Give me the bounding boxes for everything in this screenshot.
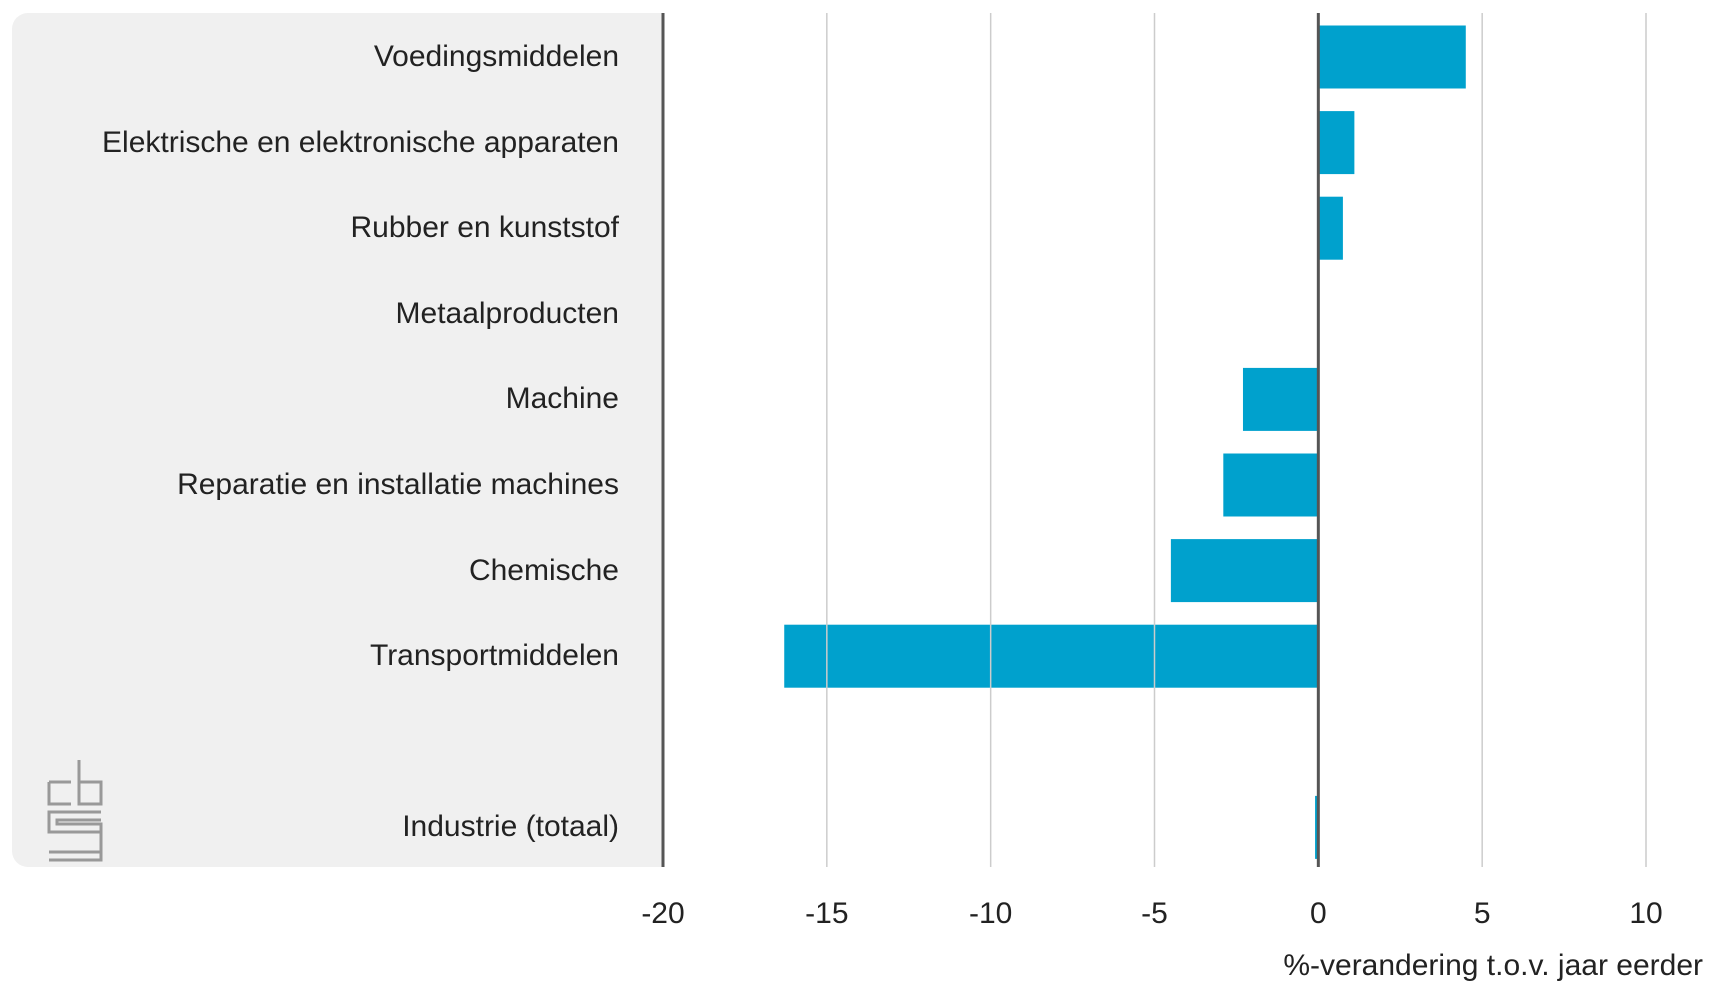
logo <box>47 760 103 862</box>
category-label: Machine <box>505 382 619 416</box>
bar <box>1318 111 1355 175</box>
x-tick-label: -5 <box>1141 897 1168 930</box>
category-label: Industrie (totaal) <box>402 810 619 844</box>
x-tick-label: -10 <box>969 897 1012 930</box>
bar <box>1242 367 1319 431</box>
bar <box>1318 196 1343 260</box>
x-tick-label: 10 <box>1629 897 1662 930</box>
category-label: Metaalproducten <box>395 296 619 330</box>
x-axis-title: %-verandering t.o.v. jaar eerder <box>1283 949 1703 982</box>
category-label: Rubber en kunststof <box>350 211 620 245</box>
label-panel <box>12 13 663 867</box>
category-label: Elektrische en elektronische apparaten <box>102 125 619 159</box>
bar <box>1223 453 1319 517</box>
bar <box>784 624 1319 688</box>
category-label: Chemische <box>468 553 619 587</box>
x-tick-label: 5 <box>1474 897 1491 930</box>
category-label: Transportmiddelen <box>369 639 619 673</box>
bar <box>1315 795 1319 859</box>
x-tick-label: -15 <box>805 897 848 930</box>
category-label: Reparatie en installatie machines <box>177 468 619 501</box>
category-label: Voedingsmiddelen <box>373 40 619 73</box>
x-tick-label: -20 <box>641 897 684 930</box>
bar <box>1170 539 1319 603</box>
bar <box>1318 25 1466 89</box>
x-tick-label: 0 <box>1310 897 1327 930</box>
